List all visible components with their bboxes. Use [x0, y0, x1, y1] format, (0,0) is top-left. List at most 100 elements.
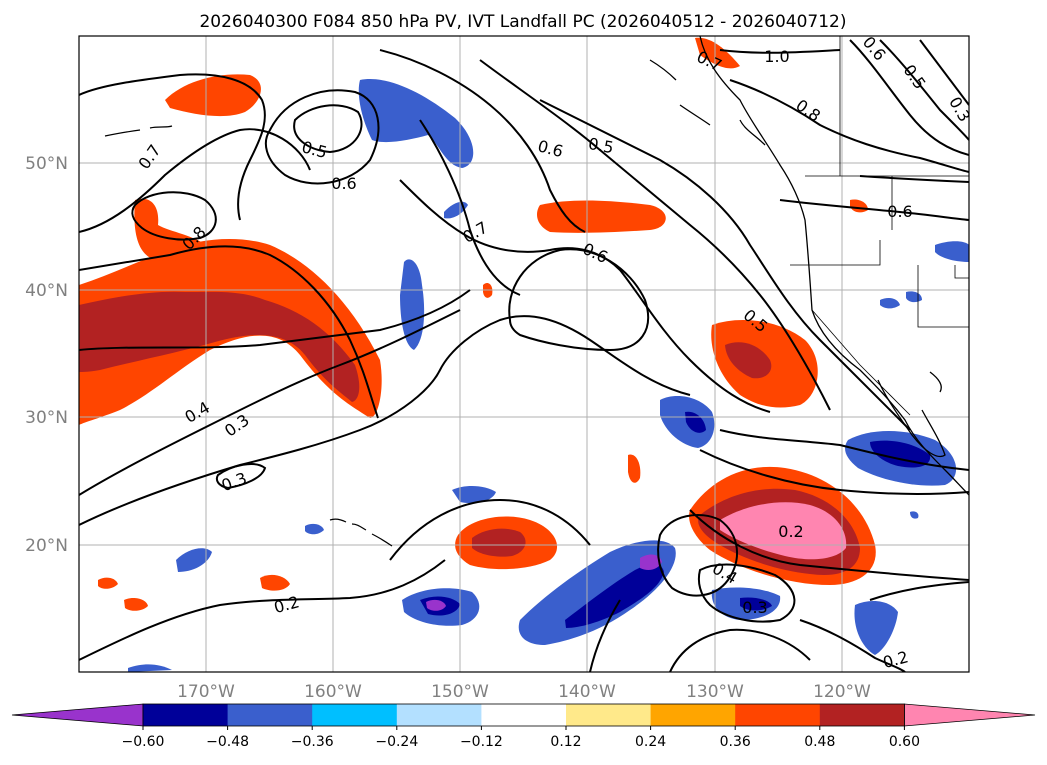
contour-0p6-mid	[419, 119, 521, 296]
colorbar-extend-max	[904, 703, 1036, 727]
colorbar-tick-label: −0.60	[122, 734, 165, 750]
pv-neg-tropic-core	[565, 564, 664, 628]
lon-tick-label: 170°W	[177, 682, 235, 702]
contour-0p4-west	[79, 309, 461, 496]
lon-tick-label: 150°W	[431, 682, 489, 702]
pv-region-west-core	[79, 291, 360, 402]
contour-0p6-ne	[849, 39, 969, 156]
colorbar-tick-label: −0.36	[291, 734, 334, 750]
lon-tick-label: 120°W	[813, 682, 871, 702]
contour-0p5-mid	[79, 289, 471, 351]
contour-0p6-east	[479, 59, 831, 411]
colorbar-outline	[142, 703, 905, 727]
pv-neg-south-mid	[452, 486, 496, 504]
pv-neg-east-small-core	[740, 597, 772, 611]
contour-0p2-mid-south	[389, 498, 591, 561]
lat-tick-label: 30°N	[25, 408, 68, 428]
lon-tick-label: 130°W	[686, 682, 744, 702]
contour-0p3-ne	[919, 39, 969, 106]
map-panel: 0.7 0.8 0.5 0.6 0.7 0.6 0.5 0.6 0.7 1.0 …	[79, 36, 969, 672]
pv-neg-south-edge	[128, 664, 172, 672]
contour-label: 0.6	[331, 174, 356, 193]
positive-pv-shading	[79, 37, 876, 611]
contour-0p5-loop	[293, 104, 363, 154]
contour-0p8-loop	[131, 191, 217, 241]
contour-0p6-us	[779, 199, 969, 221]
pv-region-small-1	[260, 574, 290, 591]
pv-neg-southwest-purple	[426, 599, 446, 611]
contour-0p3-east	[699, 449, 969, 496]
contour-label: 0.6	[887, 202, 912, 221]
contour-0p3-west	[79, 315, 691, 526]
lat-tick-label: 40°N	[25, 281, 68, 301]
contour-label: 0.3	[742, 598, 767, 617]
colorbar-tick-label: −0.24	[375, 734, 418, 750]
contour-0p2-tail	[669, 628, 811, 672]
coastlines	[649, 36, 969, 496]
contour-label: 0.2	[778, 522, 803, 541]
pv-region-small-2	[98, 577, 118, 589]
colorbar-segment	[481, 704, 567, 726]
pv-neg-tiny-2	[910, 511, 919, 519]
contour-label: 1.0	[764, 47, 789, 66]
colorbar-tick-label: 0.24	[635, 734, 666, 750]
pv-neg-tropic-long	[518, 540, 676, 645]
contour-0p7-nw	[79, 73, 266, 221]
contour-0p2-sw2	[589, 599, 621, 672]
colorbar-tick-label: 0.48	[804, 734, 835, 750]
contour-0p6-loop	[264, 89, 380, 185]
pv-region-coast-core	[725, 342, 772, 379]
colorbar-segment	[819, 704, 905, 726]
pv-region-gulf	[537, 200, 666, 233]
colorbar-extend-min	[11, 703, 144, 727]
pv-neg-alaska	[358, 79, 474, 168]
pv-region-west-north	[134, 198, 210, 261]
pv-region-small-6	[695, 37, 740, 69]
pv-region-hawaii-east-core	[472, 528, 526, 557]
contour-0p2-se	[799, 619, 906, 672]
political-borders	[790, 36, 969, 416]
map-frame	[78, 35, 970, 673]
pv-region-small-4	[628, 454, 641, 483]
pv-neg-baja-core	[870, 440, 931, 468]
colorbar-tick-label: 0.60	[889, 734, 920, 750]
contour-0p5-east	[539, 99, 911, 431]
pv-neg-tiny-1	[305, 523, 324, 535]
islands	[104, 125, 393, 547]
contour-0p5-loop-mid	[508, 248, 650, 352]
contour-0p4-loop-e	[697, 563, 796, 623]
colorbar-segment	[143, 704, 229, 726]
contour-0p7-nw-us	[859, 175, 969, 183]
contour-0p3-loop-e	[657, 514, 739, 597]
contour-0p2-se2	[869, 581, 969, 601]
lat-tick-label: 20°N	[25, 536, 68, 556]
contour-0p7-band	[79, 128, 311, 233]
lat-tick-label: 50°N	[25, 154, 68, 174]
pv-neg-idaho-a	[880, 297, 900, 309]
colorbar-segment	[312, 704, 398, 726]
pv-neg-hawaii-w	[176, 548, 212, 572]
contour-0p4-east	[719, 429, 969, 471]
contour-0p7-mid	[379, 49, 586, 233]
pv-neg-mid	[400, 259, 425, 350]
pv-region-aleutian	[165, 74, 261, 117]
pv-region-small-3	[124, 598, 148, 611]
colorbar-tick-label: 0.12	[550, 734, 581, 750]
colorbar-tick-label: −0.12	[460, 734, 503, 750]
contour-0p2-east	[689, 509, 969, 581]
contour-1p0	[719, 49, 841, 54]
lat-axis: 50°N 40°N 30°N 20°N	[25, 154, 68, 556]
lon-tick-label: 140°W	[558, 682, 616, 702]
contour-0p3-loop-w	[215, 463, 267, 490]
colorbar-segment	[227, 704, 313, 726]
contour-label: 0.5	[587, 134, 615, 157]
contour-lines	[79, 39, 969, 672]
colorbar-segment	[566, 704, 652, 726]
colorbar-tick-label: 0.36	[720, 734, 751, 750]
colorbar-segment	[650, 704, 736, 726]
pv-neg-tropic-purple	[640, 554, 662, 570]
colorbar-segment	[735, 704, 821, 726]
contour-0p8-band	[79, 245, 379, 419]
chart-title: 2026040300 F084 850 hPa PV, IVT Landfall…	[199, 12, 846, 32]
